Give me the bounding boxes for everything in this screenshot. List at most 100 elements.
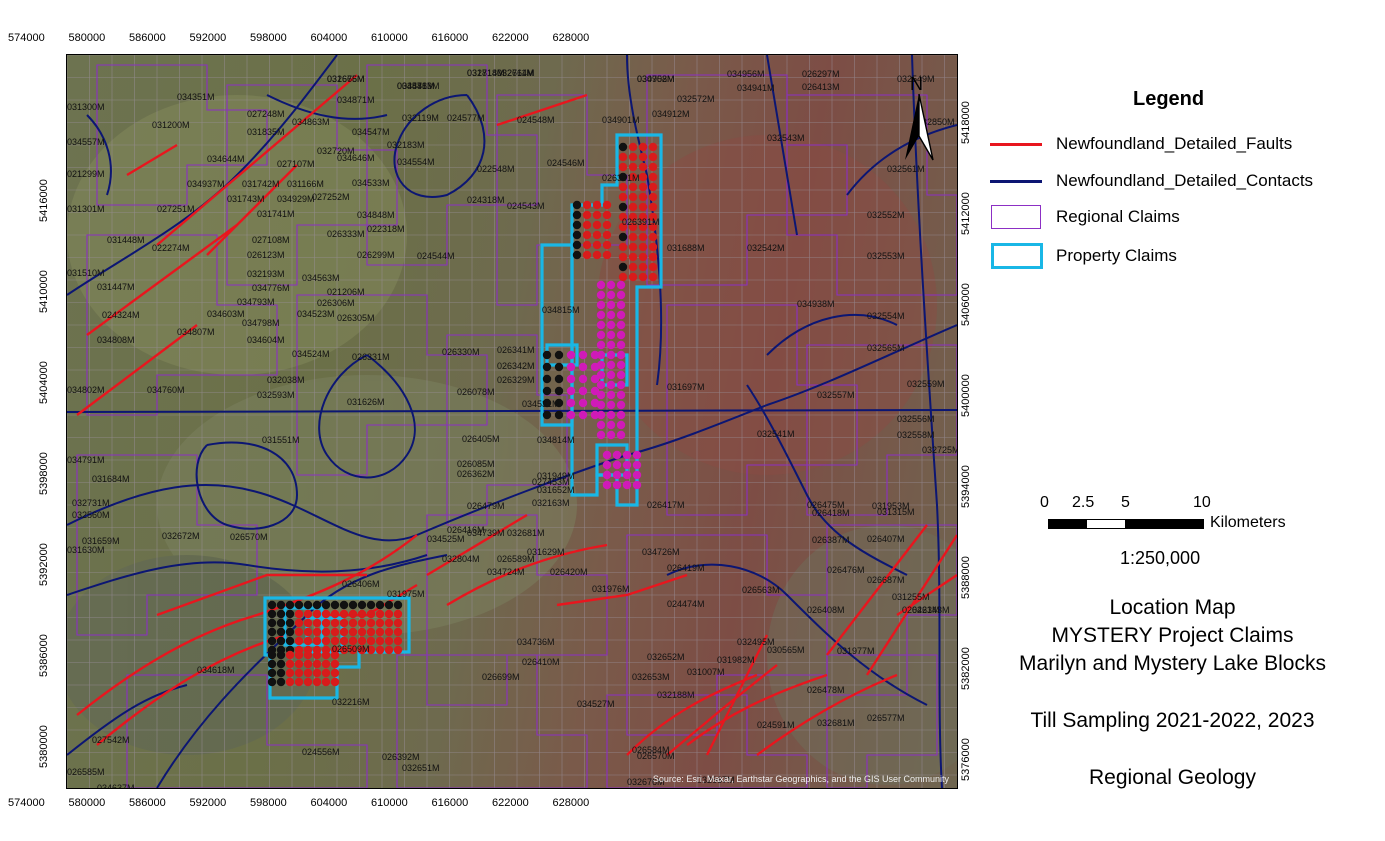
- till-sample-point: [648, 152, 658, 162]
- claim-label: 026343M: [912, 605, 950, 615]
- x-tick-bottom: 580000: [68, 797, 106, 809]
- claim-label: 032651M: [402, 763, 440, 773]
- till-sample-point: [616, 330, 626, 340]
- till-sample-point: [606, 330, 616, 340]
- till-sample-point: [312, 668, 322, 678]
- legend-label-regional-claims: Regional Claims: [1056, 207, 1180, 226]
- till-sample-point: [628, 172, 638, 182]
- claim-label: 026408M: [807, 605, 845, 615]
- till-sample-point: [339, 636, 349, 646]
- till-sample-point: [648, 172, 658, 182]
- map-canvas[interactable]: 031666M 034876M 032718M 032711M 034908M 03495…: [66, 54, 958, 789]
- claim-label: 034618M: [197, 665, 235, 675]
- till-sample-point: [330, 668, 340, 678]
- till-sample-point: [393, 618, 403, 628]
- claim-label: 032652M: [647, 652, 685, 662]
- till-sample-point: [312, 636, 322, 646]
- till-sample-point: [542, 386, 552, 396]
- till-sample-point: [628, 222, 638, 232]
- till-sample-point: [384, 627, 394, 637]
- claim-label: 034937M: [187, 179, 225, 189]
- claim-label: 031007M: [687, 667, 725, 677]
- contact-line-swatch: [990, 171, 1042, 191]
- till-sample-point: [572, 220, 582, 230]
- y-tick-left: 5392000: [38, 543, 50, 586]
- till-sample-point: [596, 330, 606, 340]
- till-sample-point: [578, 398, 588, 408]
- claim-label: 034802M: [67, 385, 105, 395]
- till-sample-point: [616, 290, 626, 300]
- claim-label: 031166M: [287, 179, 324, 189]
- till-sample-point: [606, 430, 616, 440]
- till-sample-point: [592, 220, 602, 230]
- till-sample-point: [566, 386, 576, 396]
- claim-label: 034726M: [642, 547, 680, 557]
- till-sample-point: [285, 636, 295, 646]
- claim-label: 027108M: [252, 235, 290, 245]
- till-sample-point: [375, 609, 385, 619]
- till-sample-point: [638, 272, 648, 282]
- y-tick-right: 5412000: [960, 192, 972, 235]
- till-sample-point: [572, 230, 582, 240]
- till-sample-point: [638, 162, 648, 172]
- claim-label: 026687M: [867, 575, 905, 585]
- till-sample-point: [294, 600, 304, 610]
- claim-label: 034848M: [357, 210, 395, 220]
- till-sample-point: [542, 362, 552, 372]
- till-sample-point: [554, 350, 564, 360]
- till-sample-point: [578, 386, 588, 396]
- claim-label: 034351M: [177, 92, 215, 102]
- claim-label: 026475M: [807, 500, 845, 510]
- claim-label: 032542M: [747, 243, 785, 253]
- claim-label: 026406M: [342, 579, 380, 589]
- till-sample-point: [554, 398, 564, 408]
- claim-label: 032193M: [247, 269, 285, 279]
- claim-label: 024577M: [447, 113, 485, 123]
- till-sample-point: [590, 386, 600, 396]
- till-sample-point: [612, 460, 622, 470]
- till-sample-point: [267, 668, 277, 678]
- claim-label: 034533M: [352, 178, 390, 188]
- till-sample-point: [618, 152, 628, 162]
- claim-label: 034724M: [487, 567, 525, 577]
- claim-label: 024543M: [507, 201, 545, 211]
- claim-label: 031315M: [877, 507, 915, 517]
- claim-label: 031814M: [467, 68, 505, 78]
- till-sample-point: [578, 350, 588, 360]
- x-tick-top: 574000: [8, 32, 45, 44]
- claim-label: 031301M: [67, 204, 105, 214]
- till-sample-point: [616, 280, 626, 290]
- x-tick-top: 586000: [129, 32, 166, 44]
- till-sample-point: [554, 362, 564, 372]
- till-sample-point: [572, 240, 582, 250]
- till-sample-point: [348, 645, 358, 655]
- till-sample-point: [578, 362, 588, 372]
- till-sample-point: [330, 627, 340, 637]
- till-sample-point: [384, 618, 394, 628]
- claim-label: 034863M: [292, 117, 330, 127]
- till-sample-point: [638, 192, 648, 202]
- legend-item-faults: Newfoundland_Detailed_Faults: [990, 132, 1292, 156]
- till-sample-point: [606, 370, 616, 380]
- claim-label: 024324M: [102, 310, 140, 320]
- claim-label: 032216M: [332, 697, 370, 707]
- till-sample-point: [632, 460, 642, 470]
- till-sample-point: [602, 250, 612, 260]
- till-sample-point: [602, 460, 612, 470]
- claim-label: 034814M: [537, 435, 575, 445]
- y-tick-right: 5394000: [960, 465, 972, 508]
- claim-label: 032676M: [627, 777, 665, 787]
- claim-label: 034883M: [402, 81, 440, 91]
- claim-label: 032804M: [442, 554, 480, 564]
- claim-label: 034938M: [797, 299, 835, 309]
- claim-label: 032038M: [267, 375, 305, 385]
- y-tick-left: 5404000: [38, 361, 50, 404]
- till-sample-point: [628, 262, 638, 272]
- till-sample-point: [348, 609, 358, 619]
- claim-label: 031652M: [537, 485, 575, 495]
- till-sample-point: [618, 142, 628, 152]
- till-sample-point: [618, 262, 628, 272]
- fault-line-swatch: [990, 134, 1042, 154]
- claim-label: 034563M: [302, 273, 340, 283]
- till-sample-point: [618, 182, 628, 192]
